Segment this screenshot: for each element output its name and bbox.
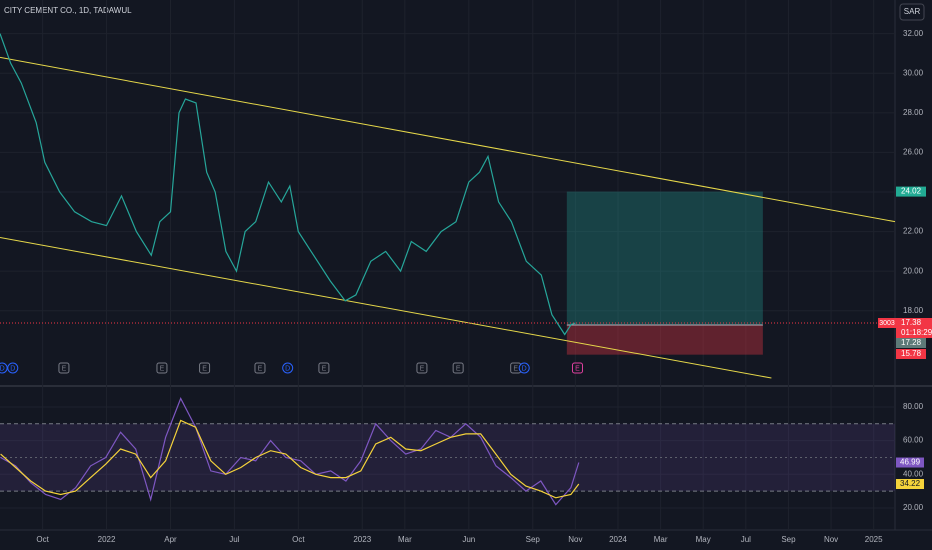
y-tick-label: 32.00 bbox=[903, 29, 924, 38]
earnings-marker bbox=[571, 362, 583, 374]
x-tick-label: Apr bbox=[164, 535, 177, 544]
y-tick-label: 18.00 bbox=[903, 306, 924, 315]
event-label: E bbox=[456, 365, 461, 372]
event-label: E bbox=[575, 365, 580, 372]
currency[interactable]: SAR bbox=[904, 7, 921, 16]
x-tick-label: Sep bbox=[526, 535, 541, 544]
earnings-marker bbox=[416, 362, 428, 374]
x-tick-label: Jun bbox=[462, 535, 475, 544]
event-label: E bbox=[513, 365, 518, 372]
event-label: E bbox=[420, 365, 425, 372]
event-label: E bbox=[160, 365, 165, 372]
series-line bbox=[0, 397, 580, 506]
event-label: D bbox=[0, 365, 5, 372]
y-tick-label: 22.00 bbox=[903, 227, 924, 236]
y-tick-label: 60.00 bbox=[903, 436, 924, 445]
y-tick-label: 20.00 bbox=[903, 266, 924, 275]
label-bg bbox=[896, 338, 926, 348]
y-tick-label: 80.00 bbox=[903, 402, 924, 411]
x-tick-label: 2024 bbox=[609, 535, 627, 544]
chart-title: CITY CEMENT CO., 1D, TADAWUL bbox=[4, 6, 132, 15]
earnings-marker bbox=[58, 362, 70, 374]
last-price-label: 17.38 bbox=[901, 318, 922, 327]
x-tick-label: Sep bbox=[781, 535, 796, 544]
series-line bbox=[0, 33, 576, 336]
x-tick-label: Nov bbox=[824, 535, 838, 544]
event-label: D bbox=[285, 365, 290, 372]
value-label: 46.99 bbox=[900, 458, 921, 467]
label-bg bbox=[896, 479, 924, 490]
x-tick-label: Jul bbox=[229, 535, 239, 544]
label-bg bbox=[896, 318, 932, 338]
dividend-marker bbox=[518, 362, 530, 374]
x-tick-label: 2023 bbox=[353, 535, 371, 544]
loss-zone bbox=[566, 324, 763, 355]
label-bg bbox=[896, 186, 926, 197]
event-label: E bbox=[62, 365, 67, 372]
event-label: E bbox=[322, 365, 327, 372]
profit-zone bbox=[566, 191, 763, 325]
dividend-marker bbox=[282, 362, 294, 374]
trend-line bbox=[0, 237, 772, 379]
label-bg bbox=[878, 318, 896, 328]
event-label: D bbox=[10, 365, 15, 372]
earnings-marker bbox=[318, 362, 330, 374]
earnings-marker bbox=[199, 362, 211, 374]
x-tick-label: Mar bbox=[654, 535, 668, 544]
x-tick-label: 2025 bbox=[865, 535, 883, 544]
event-label: E bbox=[258, 365, 263, 372]
y-tick-label: 30.00 bbox=[903, 68, 924, 77]
x-tick-label: May bbox=[696, 535, 711, 544]
currency-button[interactable] bbox=[899, 3, 925, 21]
label-bg bbox=[896, 457, 924, 468]
dividend-marker bbox=[0, 362, 8, 374]
y-tick-label: 40.00 bbox=[903, 469, 924, 478]
price-label: 17.28 bbox=[901, 338, 922, 347]
x-tick-label: Oct bbox=[292, 535, 305, 544]
x-tick-label: 2022 bbox=[98, 535, 116, 544]
value-label: 34.22 bbox=[900, 479, 921, 488]
dividend-marker bbox=[7, 362, 19, 374]
x-tick-label: Mar bbox=[398, 535, 412, 544]
x-tick-label: Nov bbox=[568, 535, 582, 544]
symbol-label: 3003 bbox=[879, 320, 895, 327]
series-line bbox=[0, 419, 580, 499]
label-bg bbox=[896, 349, 926, 359]
x-tick-label: Oct bbox=[36, 535, 49, 544]
earnings-marker bbox=[452, 362, 464, 374]
price-label: 24.02 bbox=[901, 187, 922, 196]
trend-line bbox=[0, 56, 896, 223]
event-label: D bbox=[522, 365, 527, 372]
y-tick-label: 20.00 bbox=[903, 503, 924, 512]
y-tick-label: 26.00 bbox=[903, 148, 924, 157]
price-label: 15.78 bbox=[901, 349, 922, 358]
event-label: E bbox=[202, 365, 207, 372]
x-tick-label: Jul bbox=[741, 535, 751, 544]
earnings-marker bbox=[156, 362, 168, 374]
earnings-marker bbox=[254, 362, 266, 374]
y-tick-label: 28.00 bbox=[903, 108, 924, 117]
countdown: 01:18:29 bbox=[901, 328, 932, 337]
